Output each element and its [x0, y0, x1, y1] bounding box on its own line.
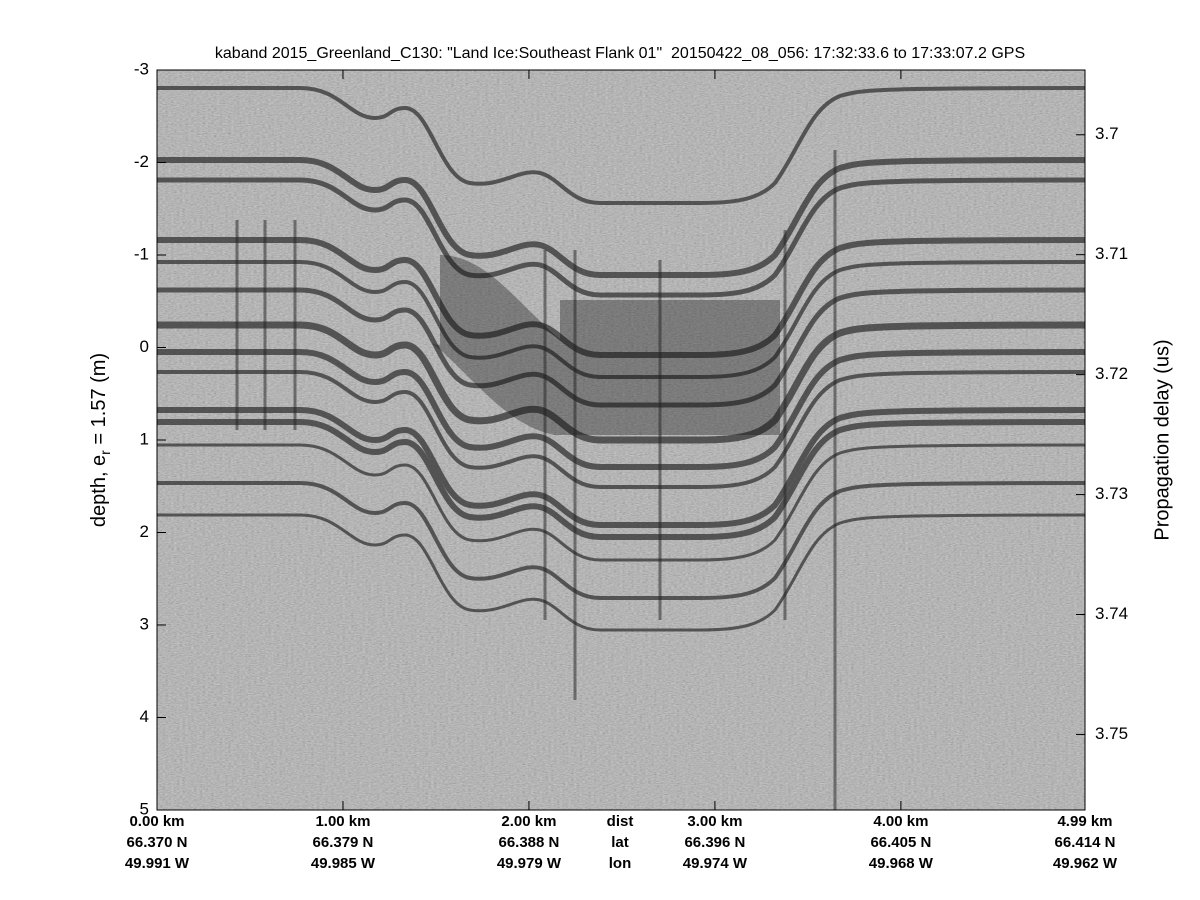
x-tick-label: 0.00 km [129, 813, 184, 830]
y-label-subscript: r [97, 450, 113, 455]
y-tick-label: -1 [134, 244, 149, 263]
y2-tick-label: 3.75 [1095, 724, 1128, 743]
y2-axis-label: Propagation delay (us) [1151, 339, 1173, 540]
x-tick-label: 4.00 km [873, 813, 928, 830]
x-tick-label: 1.00 km [315, 813, 370, 830]
y-axis-label: depth, er = 1.57 (m) [88, 353, 112, 527]
lat-label: 66.388 N [498, 834, 559, 851]
lon-label: 49.991 W [125, 855, 190, 872]
y-tick-label: -2 [134, 152, 149, 171]
y-tick-label: 3 [140, 614, 149, 633]
y-tick-label: 0 [140, 337, 149, 356]
y-tick-label: 2 [140, 522, 149, 541]
y-tick-label: 5 [140, 799, 149, 818]
lat-label: 66.405 N [870, 834, 931, 851]
chart-title: kaband 2015_Greenland_C130: "Land Ice:So… [215, 45, 1025, 62]
y-label-suffix: = 1.57 (m) [88, 353, 110, 450]
lat-label: 66.396 N [684, 834, 745, 851]
x-tick-label: 3.00 km [687, 813, 742, 830]
lon-label: 49.968 W [869, 855, 934, 872]
lat-label: 66.379 N [313, 834, 374, 851]
y-tick-label: 1 [140, 429, 149, 448]
y-tick-label: 4 [140, 707, 149, 726]
y-label-text: depth, e [88, 455, 110, 527]
lon-label: 49.974 W [683, 855, 748, 872]
lat-label: 66.370 N [127, 834, 188, 851]
x-tick-label: 2.00 km [501, 813, 556, 830]
row-label: lat [611, 834, 629, 851]
echogram [157, 70, 1085, 810]
y-tick-label: -3 [134, 59, 149, 78]
y2-tick-label: 3.7 [1095, 124, 1119, 143]
lon-label: 49.985 W [311, 855, 376, 872]
y2-tick-label: 3.71 [1095, 244, 1128, 263]
x-tick-label: 4.99 km [1057, 813, 1112, 830]
lon-label: 49.979 W [497, 855, 562, 872]
row-label: lon [609, 855, 632, 872]
y2-tick-label: 3.72 [1095, 364, 1128, 383]
lon-label: 49.962 W [1053, 855, 1118, 872]
lat-label: 66.414 N [1055, 834, 1116, 851]
row-label: dist [607, 813, 634, 830]
y2-tick-label: 3.74 [1095, 604, 1128, 623]
y2-tick-label: 3.73 [1095, 484, 1128, 503]
